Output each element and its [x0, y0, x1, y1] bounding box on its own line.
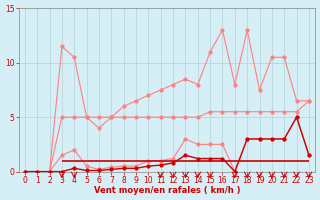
X-axis label: Vent moyen/en rafales ( km/h ): Vent moyen/en rafales ( km/h ): [94, 186, 240, 195]
